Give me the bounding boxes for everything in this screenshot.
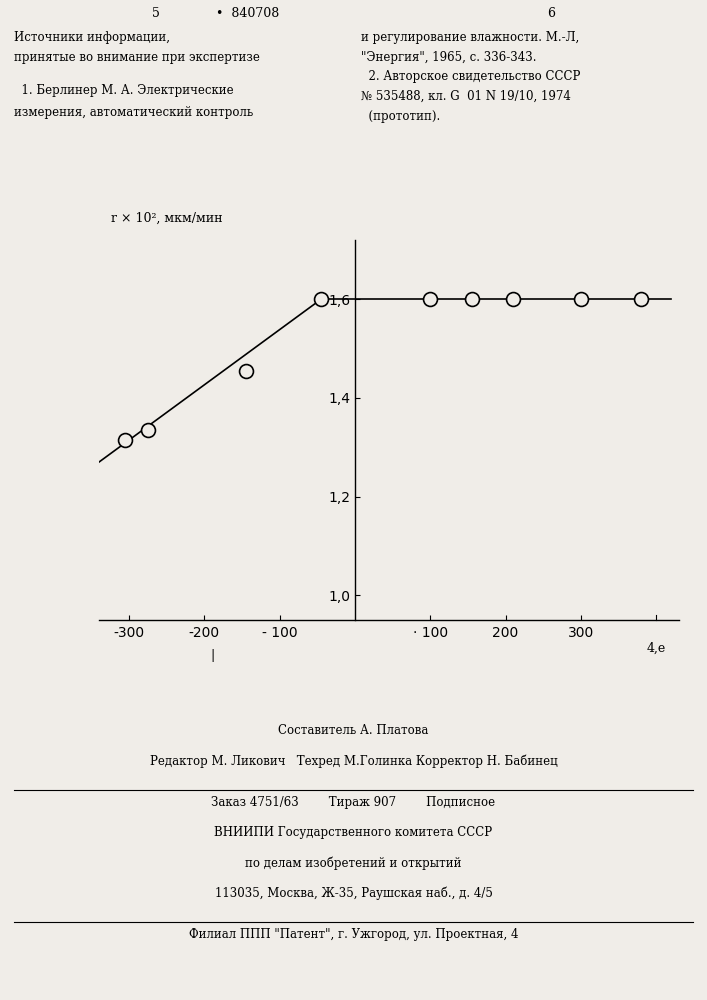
Text: Филиал ППП "Патент", г. Ужгород, ул. Проектная, 4: Филиал ППП "Патент", г. Ужгород, ул. Про… xyxy=(189,928,518,941)
Text: "Энергия", 1965, с. 336-343.: "Энергия", 1965, с. 336-343. xyxy=(361,51,536,64)
Text: ВНИИПИ Государственного комитета СССР: ВНИИПИ Государственного комитета СССР xyxy=(214,826,493,839)
Text: Редактор М. Ликович   Техред М.Голинка Корректор Н. Бабинец: Редактор М. Ликович Техред М.Голинка Кор… xyxy=(150,754,557,768)
Text: 6: 6 xyxy=(547,7,556,20)
Text: Источники информации,: Источники информации, xyxy=(14,31,170,44)
Text: по делам изобретений и открытий: по делам изобретений и открытий xyxy=(245,856,462,869)
Text: 1. Берлинер М. А. Электрические: 1. Берлинер М. А. Электрические xyxy=(14,84,234,97)
Text: •  840708: • 840708 xyxy=(216,7,279,20)
Text: 113035, Москва, Ж-35, Раушская наб., д. 4/5: 113035, Москва, Ж-35, Раушская наб., д. … xyxy=(214,886,493,900)
Text: и регулирование влажности. М.-Л,: и регулирование влажности. М.-Л, xyxy=(361,31,579,44)
Text: 5: 5 xyxy=(151,7,160,20)
Text: принятые во внимание при экспертизе: принятые во внимание при экспертизе xyxy=(14,51,260,64)
Text: |: | xyxy=(210,650,214,662)
Text: 2. Авторское свидетельство СССР: 2. Авторское свидетельство СССР xyxy=(361,70,580,83)
Text: измерения, автоматический контроль: измерения, автоматический контроль xyxy=(14,106,253,119)
Text: 4,е: 4,е xyxy=(646,642,666,655)
Text: r × 10², мкм/мин: r × 10², мкм/мин xyxy=(110,212,222,225)
Text: № 535488, кл. G  01 N 19/10, 1974: № 535488, кл. G 01 N 19/10, 1974 xyxy=(361,90,571,103)
Text: Заказ 4751/63        Тираж 907        Подписное: Заказ 4751/63 Тираж 907 Подписное xyxy=(211,796,496,809)
Text: (прототип).: (прототип). xyxy=(361,110,440,123)
Text: Составитель А. Платова: Составитель А. Платова xyxy=(279,724,428,737)
